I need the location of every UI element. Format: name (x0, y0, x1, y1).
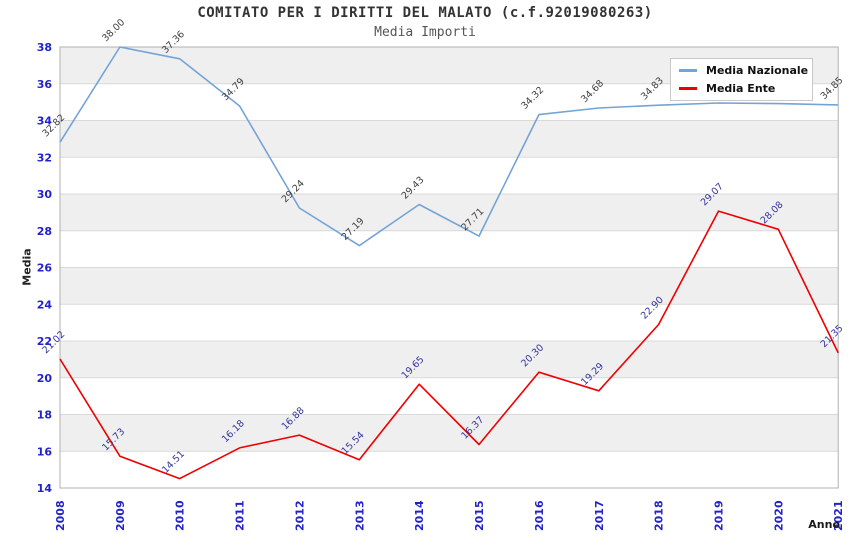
chart-legend: Media Nazionale Media Ente (670, 58, 813, 101)
x-tick-label: 2010 (174, 500, 187, 531)
plot-band (60, 194, 839, 231)
y-tick-label: 34 (37, 115, 53, 128)
y-tick-label: 30 (37, 188, 53, 201)
y-tick-label: 28 (37, 225, 52, 238)
data-point-label: 34.32 (519, 85, 546, 112)
x-tick-label: 2012 (293, 500, 306, 531)
plot-band (60, 120, 839, 158)
y-axis-title: Media (20, 248, 34, 286)
legend-line-icon (679, 69, 697, 72)
x-tick-label: 2016 (533, 500, 546, 531)
data-point-label: 14.51 (160, 449, 187, 476)
legend-label: Media Nazionale (706, 64, 809, 77)
plot-band (60, 341, 839, 378)
legend-item-media-ente: Media Ente (679, 82, 812, 95)
x-tick-label: 2011 (234, 500, 247, 531)
series-line (59, 210, 839, 480)
x-tick-label: 2017 (593, 500, 606, 531)
legend-label: Media Ente (706, 82, 776, 95)
y-tick-label: 38 (37, 41, 52, 54)
y-tick-label: 22 (37, 335, 52, 348)
x-tick-label: 2013 (353, 500, 366, 531)
y-tick-label: 18 (37, 409, 52, 422)
x-tick-label: 2008 (54, 500, 67, 531)
x-tick-label: 2018 (653, 500, 666, 531)
chart-subtitle: Media Importi (374, 25, 476, 40)
y-tick-label: 32 (37, 151, 52, 164)
plot-band (60, 267, 839, 305)
y-tick-label: 26 (37, 262, 53, 275)
y-tick-label: 24 (37, 298, 53, 311)
data-point-label: 38.00 (100, 17, 127, 44)
plot-band (60, 414, 839, 452)
legend-line-icon (679, 87, 697, 90)
x-tick-label: 2009 (114, 500, 127, 531)
y-tick-label: 36 (37, 78, 53, 91)
x-tick-label: 2014 (413, 500, 426, 531)
y-tick-label: 14 (37, 482, 53, 495)
x-axis-title: Anno (808, 518, 840, 531)
y-tick-label: 16 (37, 445, 53, 458)
y-tick-label: 20 (37, 372, 53, 385)
legend-item-media-nazionale: Media Nazionale (679, 64, 812, 77)
x-tick-label: 2019 (712, 500, 725, 531)
x-tick-label: 2021 (832, 500, 845, 531)
series-line (59, 46, 839, 247)
plot-border (59, 46, 839, 489)
x-tick-label: 2015 (473, 500, 486, 531)
x-tick-label: 2020 (772, 500, 785, 531)
chart-title: COMITATO PER I DIRITTI DEL MALATO (c.f.9… (197, 5, 653, 21)
